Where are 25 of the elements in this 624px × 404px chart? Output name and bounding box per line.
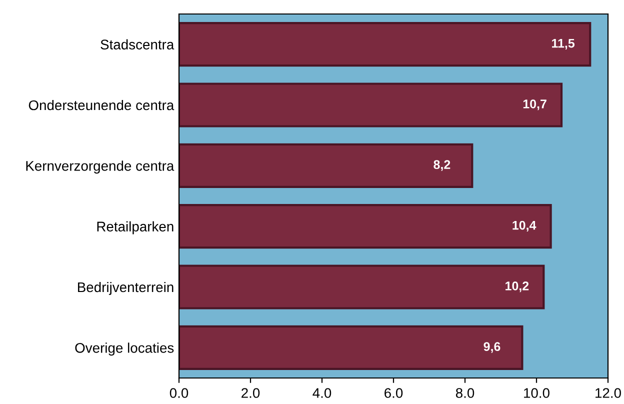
x-tick-label: 6.0	[384, 388, 403, 398]
bar	[179, 143, 474, 188]
data-label: 10,4	[512, 220, 536, 232]
y-tick-label: Overige locaties	[75, 342, 174, 356]
data-label: 8,2	[434, 160, 450, 171]
bar	[179, 22, 592, 67]
bar	[179, 264, 545, 310]
data-label: 10,2	[506, 282, 529, 292]
data-label: 11,5	[552, 38, 575, 50]
y-tick-label: Kernverzorgende centra	[26, 160, 174, 174]
x-tick-label: 8.0	[456, 388, 474, 398]
x-tick-label: 10.0	[524, 388, 550, 398]
bar	[179, 204, 552, 249]
x-tick-label: 0.0	[170, 388, 188, 398]
x-tick-label: 2.0	[242, 388, 260, 398]
y-tick-label: Stadscentra	[100, 39, 174, 50]
y-tick-label: Bedrijventerrein	[78, 282, 174, 295]
x-tick-label: 12.0	[596, 388, 621, 398]
bar	[179, 82, 563, 128]
x-tick-label: 4.0	[312, 388, 332, 398]
data-label: 10,7	[523, 100, 546, 110]
data-label: 9,6	[484, 342, 500, 353]
y-tick-label: Retailparken	[97, 221, 174, 234]
y-tick-label: Ondersteunende centra	[28, 100, 174, 110]
bar	[179, 325, 524, 370]
